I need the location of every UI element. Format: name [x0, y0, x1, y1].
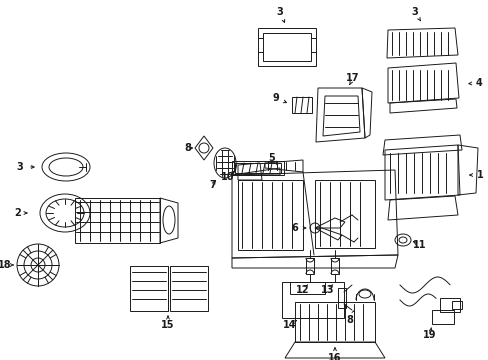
- Text: 7: 7: [209, 180, 216, 190]
- Bar: [314, 180, 374, 248]
- Bar: [170, 266, 207, 311]
- Text: 8: 8: [184, 143, 191, 153]
- Bar: [238, 180, 303, 250]
- Text: 19: 19: [423, 330, 436, 340]
- Text: 8: 8: [346, 315, 353, 325]
- Bar: [451, 301, 461, 309]
- Text: 6: 6: [291, 223, 298, 233]
- Text: 9: 9: [272, 93, 279, 103]
- Bar: [258, 28, 315, 66]
- Bar: [231, 161, 284, 175]
- Text: 13: 13: [321, 285, 334, 295]
- Text: 16: 16: [327, 353, 341, 360]
- Bar: [291, 97, 311, 113]
- Text: 1: 1: [476, 170, 482, 180]
- Text: 15: 15: [161, 320, 174, 330]
- Text: 10: 10: [221, 172, 234, 182]
- Bar: [75, 198, 160, 243]
- Bar: [130, 266, 168, 311]
- Bar: [337, 288, 346, 308]
- Text: 14: 14: [283, 320, 296, 330]
- Text: 3: 3: [411, 7, 418, 17]
- Text: 12: 12: [296, 285, 309, 295]
- Text: 3: 3: [276, 7, 283, 17]
- Bar: [439, 298, 459, 312]
- Bar: [235, 163, 281, 173]
- Text: 5: 5: [268, 153, 275, 163]
- Text: 18: 18: [0, 260, 12, 270]
- Text: 17: 17: [346, 73, 359, 83]
- Bar: [263, 33, 310, 61]
- Text: 4: 4: [475, 78, 481, 88]
- Bar: [431, 310, 453, 324]
- Bar: [294, 302, 374, 342]
- Text: 3: 3: [17, 162, 23, 172]
- Text: 11: 11: [412, 240, 426, 250]
- Bar: [282, 282, 343, 318]
- Bar: [330, 258, 338, 274]
- Text: 2: 2: [15, 208, 21, 218]
- Bar: [305, 258, 313, 274]
